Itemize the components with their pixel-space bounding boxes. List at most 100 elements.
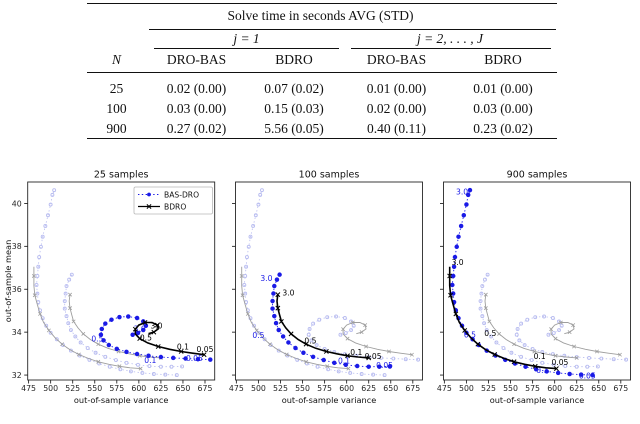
dot-marker bbox=[456, 234, 461, 239]
dot-marker bbox=[93, 350, 98, 355]
x-marker bbox=[617, 352, 622, 357]
x-marker bbox=[558, 320, 563, 325]
dot-marker bbox=[306, 332, 311, 337]
table-group-header-j2: j = 2, . . . , J bbox=[416, 31, 484, 46]
x-marker bbox=[359, 330, 364, 335]
dot-marker bbox=[557, 328, 562, 332]
dot-marker bbox=[286, 340, 291, 345]
table-group-header-j1: j = 1 bbox=[233, 31, 260, 46]
solve-time-table: Solve time in seconds AVG (STD) j = 1 j … bbox=[84, 3, 557, 139]
epsilon-annotation: 0.5 bbox=[91, 335, 103, 344]
dot-marker bbox=[69, 272, 74, 277]
dot-marker bbox=[599, 356, 604, 361]
dot-marker bbox=[170, 355, 176, 361]
x-tick-label: 475 bbox=[229, 384, 244, 393]
dot-marker bbox=[34, 283, 39, 287]
plot-frame bbox=[443, 181, 631, 381]
dot-marker bbox=[103, 321, 108, 326]
dot-marker bbox=[243, 274, 248, 278]
dot-marker bbox=[342, 316, 347, 320]
series-bas-dro-900-highlighted bbox=[450, 187, 595, 378]
series-bdro-100-faded bbox=[483, 292, 579, 360]
dot-marker bbox=[141, 327, 146, 333]
x-marker bbox=[386, 349, 391, 354]
dot-marker bbox=[134, 351, 140, 357]
x-marker bbox=[341, 327, 346, 332]
series-path bbox=[241, 266, 349, 370]
dot-marker bbox=[559, 323, 564, 328]
dot-marker bbox=[366, 364, 371, 369]
epsilon-annotation: 3.0 bbox=[456, 187, 468, 196]
x-marker bbox=[323, 349, 329, 354]
dot-marker bbox=[514, 332, 519, 337]
dot-marker bbox=[251, 224, 256, 228]
x-tick-label: 625 bbox=[153, 384, 168, 393]
x-marker bbox=[38, 311, 43, 316]
dot-marker bbox=[106, 342, 112, 348]
epsilon-annotation: 3.0 bbox=[282, 289, 294, 298]
y-tick-label: 38 bbox=[12, 242, 22, 251]
dot-marker bbox=[309, 338, 314, 343]
x-marker bbox=[137, 336, 143, 342]
x-marker bbox=[245, 311, 250, 316]
dot-marker bbox=[67, 277, 72, 282]
legend-label-bdro: BDRO bbox=[164, 202, 186, 211]
dot-marker bbox=[517, 338, 522, 343]
dot-marker bbox=[484, 328, 489, 332]
dot-marker bbox=[529, 358, 534, 362]
x-axis-label: out-of-sample variance bbox=[490, 395, 585, 405]
dot-marker bbox=[135, 330, 141, 336]
dot-marker bbox=[325, 315, 330, 320]
x-tick-label: 550 bbox=[503, 384, 518, 393]
dot-marker bbox=[158, 364, 163, 369]
dot-marker bbox=[248, 234, 253, 239]
x-marker bbox=[239, 273, 244, 278]
dot-marker bbox=[52, 188, 57, 193]
dot-marker bbox=[40, 234, 45, 239]
dot-marker bbox=[262, 337, 267, 342]
dot-marker bbox=[73, 334, 78, 339]
series-bdro-25-faded bbox=[341, 320, 414, 357]
x-marker bbox=[254, 328, 259, 333]
x-axis-label: out-of-sample variance bbox=[282, 395, 377, 405]
series-bdro-900-highlighted bbox=[447, 266, 559, 372]
dot-marker bbox=[85, 346, 90, 350]
x-marker bbox=[475, 341, 481, 347]
dot-marker bbox=[124, 349, 129, 355]
x-marker bbox=[117, 364, 122, 369]
x-marker bbox=[532, 349, 537, 354]
x-tick-label: 650 bbox=[175, 384, 190, 393]
dot-marker bbox=[126, 314, 131, 319]
x-tick-label: 550 bbox=[295, 384, 310, 393]
dot-marker bbox=[354, 363, 360, 369]
dot-marker bbox=[109, 317, 114, 322]
epsilon-annotation: 3.0 bbox=[260, 274, 272, 283]
dot-marker bbox=[66, 321, 71, 326]
dot-marker bbox=[271, 291, 276, 296]
dot-marker bbox=[338, 332, 343, 337]
dot-marker bbox=[555, 370, 561, 376]
dot-marker bbox=[451, 264, 457, 269]
series-bdro-900-faded bbox=[31, 266, 143, 371]
table-cmidrule-j2 bbox=[351, 48, 551, 49]
col-header-dro-bas-j1: DRO-BAS bbox=[166, 52, 227, 67]
plot-title: 25 samples bbox=[94, 170, 149, 181]
plot-frame bbox=[235, 181, 423, 381]
x-marker bbox=[71, 319, 76, 324]
cell: 0.01 (0.00) bbox=[473, 81, 533, 96]
dot-marker bbox=[403, 357, 408, 362]
x-marker bbox=[553, 366, 559, 372]
epsilon-annotation: 0.5 bbox=[252, 331, 264, 340]
dot-marker bbox=[277, 272, 282, 277]
x-marker bbox=[574, 355, 579, 360]
cell: 0.27 (0.02) bbox=[166, 121, 227, 136]
dot-marker bbox=[276, 327, 281, 333]
epsilon-annotation: 3.0 bbox=[452, 258, 464, 267]
x-marker bbox=[96, 359, 101, 364]
dot-marker bbox=[68, 328, 73, 332]
dot-marker bbox=[270, 306, 275, 311]
x-marker bbox=[267, 342, 272, 347]
epsilon-annotation: 0.05 bbox=[579, 372, 596, 381]
dot-marker bbox=[244, 264, 249, 269]
dot-marker bbox=[272, 283, 277, 289]
